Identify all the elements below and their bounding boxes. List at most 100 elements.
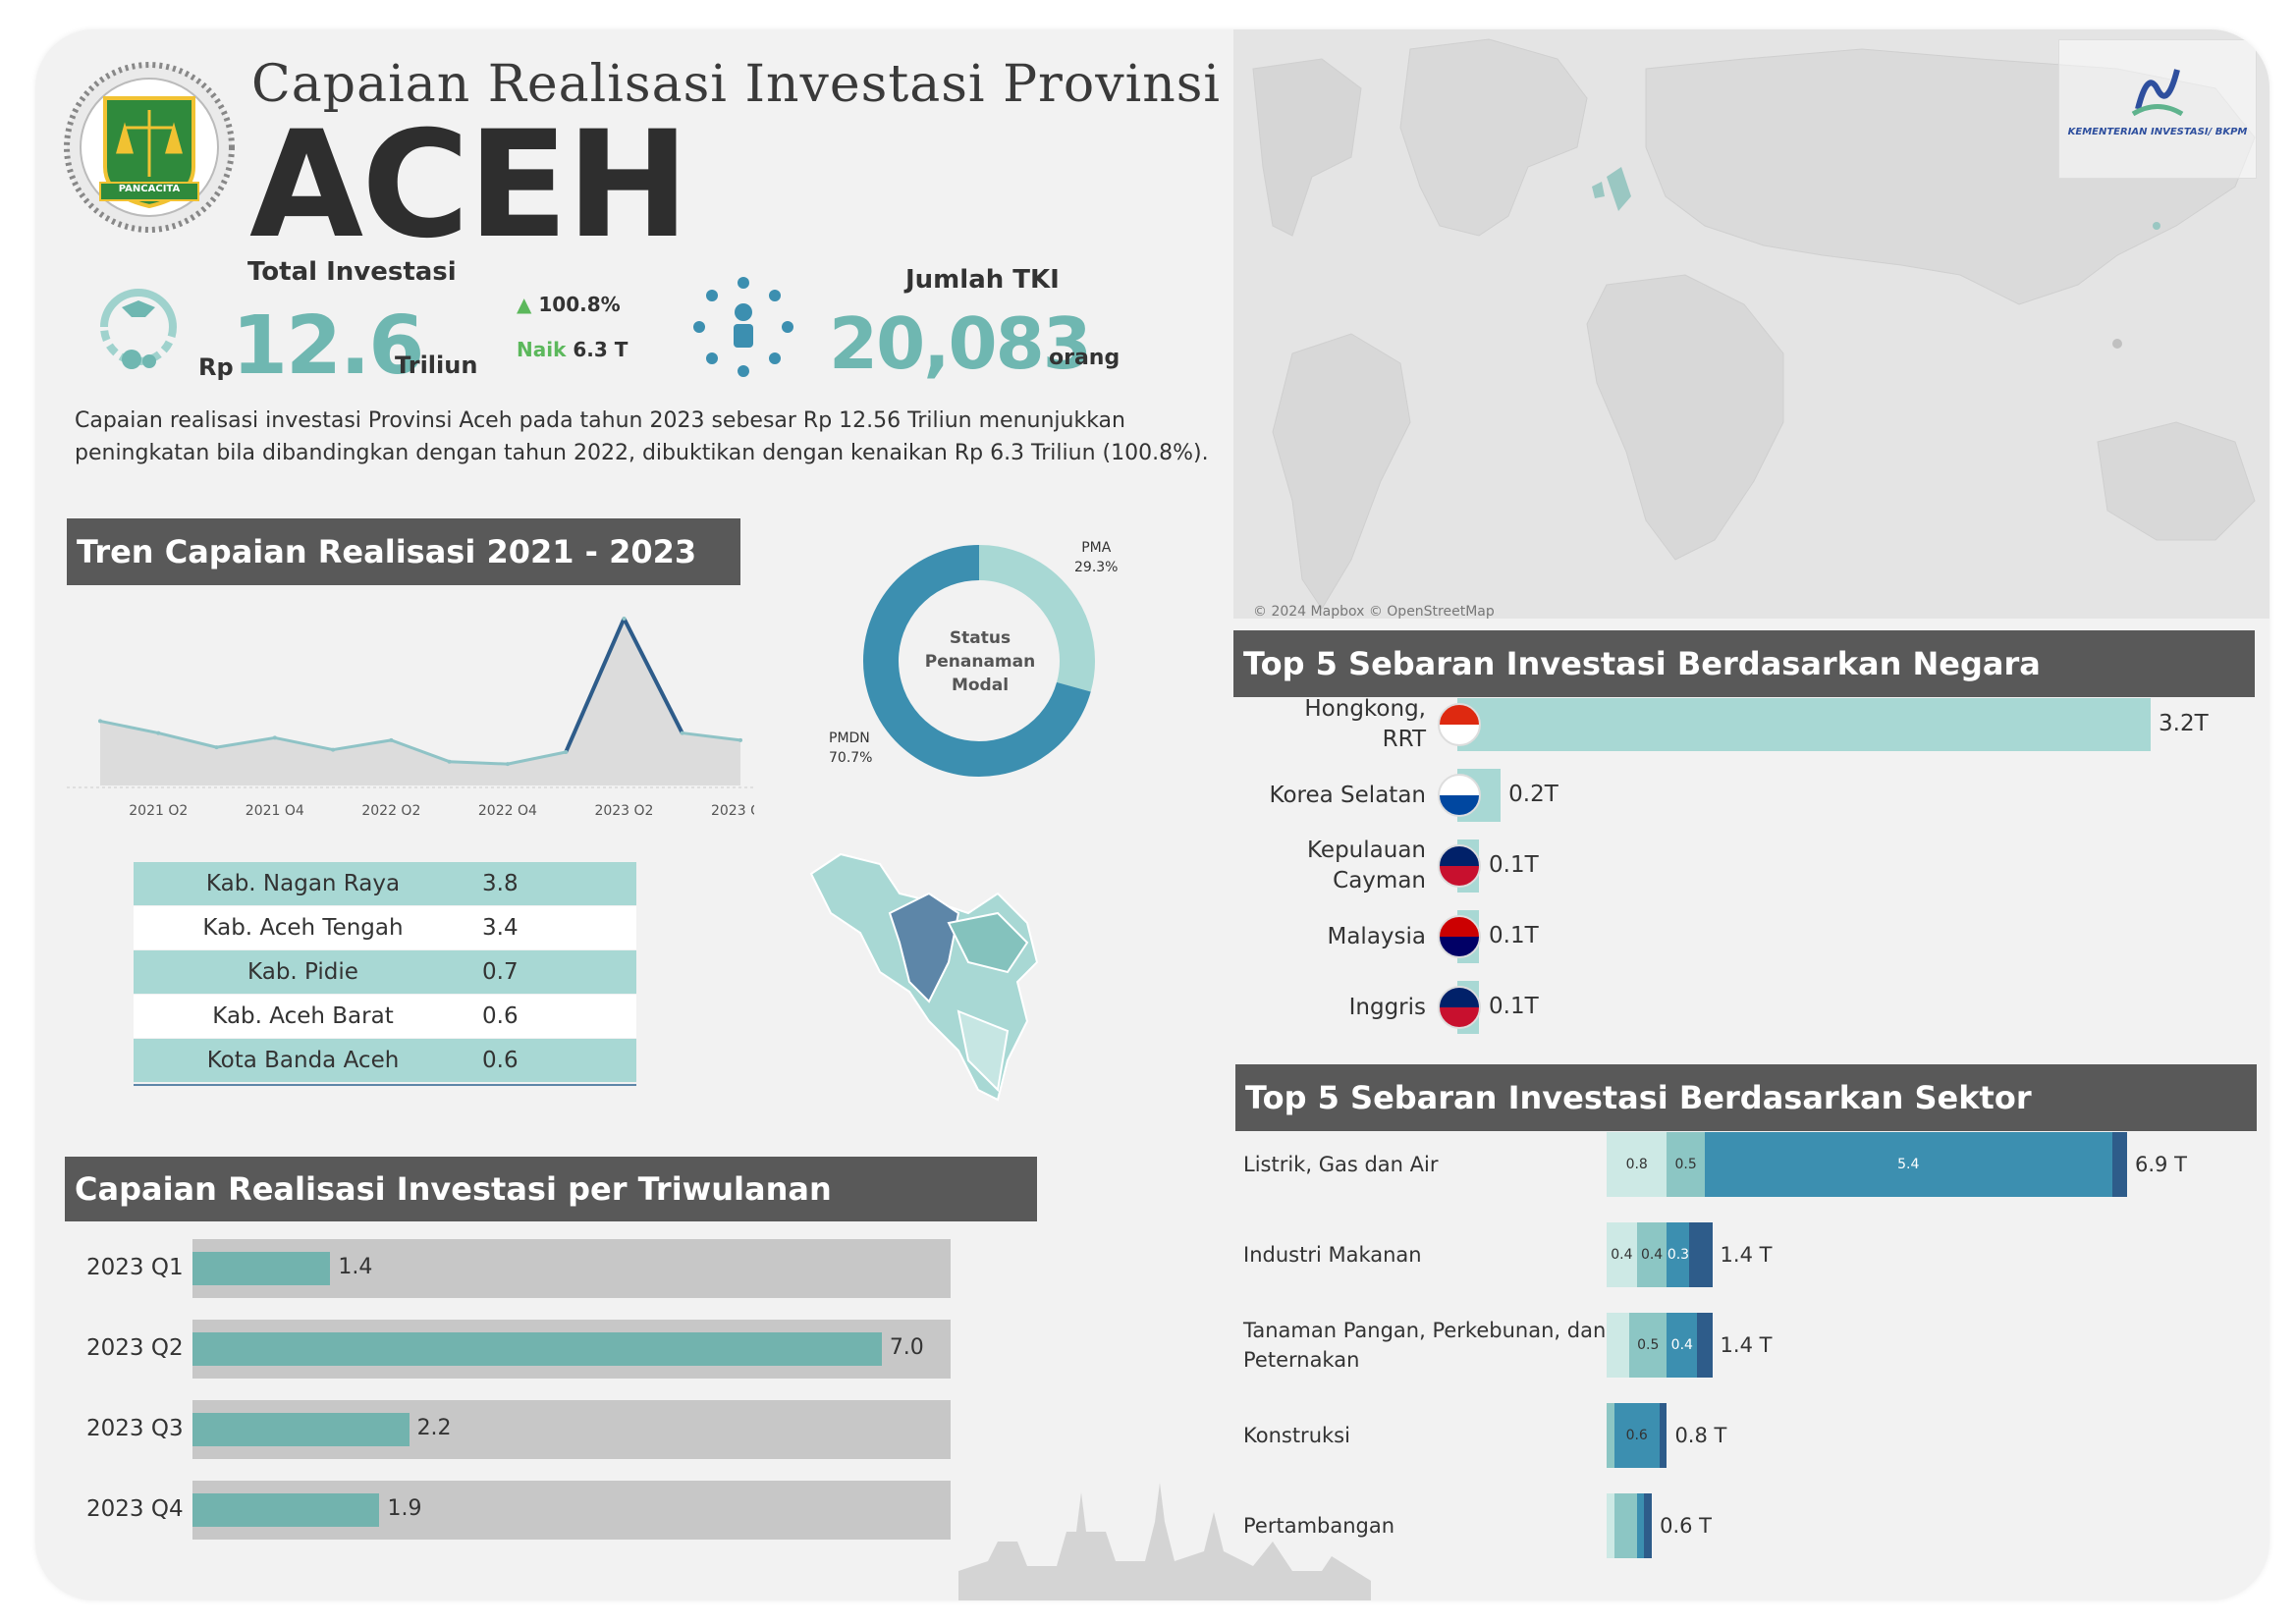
quarter-bar [192,1332,882,1366]
country-name-line: Malaysia [1327,923,1426,949]
sector-segment: 5.4 [1704,1132,2112,1197]
country-name: Korea Selatan [1230,781,1426,811]
quarter-value: 7.0 [889,1335,924,1360]
region-row: Kab. Nagan Raya 3.8 [134,862,636,905]
region-name: Kota Banda Aceh [206,1048,400,1073]
trend-line-segment [216,735,276,749]
region-value: 3.8 [482,871,519,896]
sector-segment [1607,1493,1614,1558]
trend-point [622,617,627,621]
trend-line-segment [564,618,627,753]
sector-total: 0.8 T [1674,1424,1727,1447]
country-value: 0.1T [1489,923,1539,948]
sector-name: Tanaman Pangan, Perkebunan, dan Peternaka… [1243,1316,1606,1375]
sector-segment: 0.4 [1667,1313,1698,1378]
sector-segment: 0.8 [1607,1132,1667,1197]
sector-segment: 0.5 [1667,1132,1705,1197]
korea-flag-icon [1438,774,1481,817]
country-section-title: Top 5 Sebaran Investasi Berdasarkan Nega… [1233,630,2255,697]
sector-name: Industri Makanan [1243,1240,1422,1270]
trend-point [156,731,161,735]
trend-line-segment [622,618,684,734]
country-name-line: Inggris [1348,994,1426,1020]
sector-segment [2111,1132,2127,1197]
sector-segment: 0.4 [1636,1222,1667,1287]
description: Capaian realisasi investasi Provinsi Ace… [75,405,1209,469]
pma-label: PMA 29.3% [1074,538,1118,577]
trend-line-segment [390,738,451,764]
country-bar [1457,698,2151,751]
ministry-logo: KEMENTERIAN INVESTASI/ BKPM [2058,39,2257,179]
total-unit: Triliun [395,352,478,379]
country-name-line: Korea Selatan [1269,782,1426,808]
trend-area-chart[interactable]: 2021 Q2 2021 Q4 2022 Q2 2022 Q4 2023 Q2 2023 … [67,589,754,815]
cayman-flag-icon [1438,844,1481,888]
country-value: 0.2T [1508,782,1558,807]
sector-segment [1613,1493,1637,1558]
quarter-value: 1.9 [387,1496,422,1521]
trend-line-segment [157,731,217,749]
region-row: Kota Banda Aceh 0.6 [134,1039,636,1082]
ministry-logo-icon [2131,69,2184,117]
country-value: 3.2T [2159,711,2209,736]
trend-point [447,759,452,764]
ministry-logo-text: KEMENTERIAN INVESTASI/ BKPM [2059,127,2256,137]
country-name: Kepulauan Cayman [1230,836,1426,896]
sector-total: 0.6 T [1660,1514,1712,1538]
growth-abs-text: 6.3 T [573,338,629,361]
growth-absolute: Naik 6.3 T [517,338,628,361]
donut-center-line-1: Status [949,628,1011,648]
province-name: ACEH [249,100,689,271]
country-name-line: Cayman [1333,868,1426,893]
region-name: Kab. Aceh Tengah [202,915,404,941]
total-investasi-value: 12.6 [232,299,424,393]
country-name-line: Kepulauan [1307,838,1426,863]
quarter-label: 2023 Q2 [86,1335,184,1361]
growth-up-icon: ▲ [517,293,532,316]
aceh-map[interactable] [801,835,1096,1129]
trend-line-segment [332,738,392,752]
ministry-logo-label: KEMENTERIAN INVESTASI/ BKPM [2067,127,2248,137]
page-title: Capaian Realisasi Investasi Provinsi [251,55,1222,114]
tki-value: 20,083 [829,302,1092,385]
quarter-label: 2023 Q1 [86,1255,184,1280]
trend-area [100,619,740,785]
country-name: Hongkong, RRT [1230,694,1426,755]
quarter-value: 2.2 [416,1416,452,1440]
donut-center-line-2: Penanaman Modal [924,652,1036,695]
trend-point [680,731,684,735]
quarter-bar [192,1252,331,1285]
pma-pct-text: 29.3% [1074,560,1119,575]
trend-point [331,747,336,752]
region-row: Kab. Aceh Barat 0.6 [134,995,636,1038]
trend-point [98,719,102,724]
region-value: 3.4 [482,915,519,941]
quarter-bar [192,1493,380,1527]
country-name: Inggris [1230,993,1426,1023]
sector-segment [1644,1493,1653,1558]
region-row: Kab. Pidie 0.7 [134,950,636,994]
sector-segment: 0.5 [1629,1313,1667,1378]
sector-name: Pertambangan [1243,1511,1394,1541]
region-name: Kab. Nagan Raya [205,871,401,896]
total-rp: Rp [198,353,234,381]
trend-x-tick: 2022 Q4 [478,803,537,815]
pmdn-pct-text: 70.7% [829,750,873,766]
country-value: 0.1T [1489,852,1539,878]
sector-segment [1607,1403,1614,1468]
region-name: Kab. Pidie [247,959,358,985]
pmdn-label-text: PMDN [829,731,870,746]
quarter-bar [192,1413,410,1446]
region-value: 0.6 [482,1003,519,1029]
sector-section-title: Top 5 Sebaran Investasi Berdasarkan Sekt… [1235,1064,2257,1131]
sector-segment [1607,1313,1630,1378]
growth-percent: ▲ 100.8% [517,293,621,316]
sector-segment: 0.3 [1667,1222,1690,1287]
hongkong-flag-icon [1438,703,1481,746]
trend-x-tick: 2021 Q4 [246,803,304,815]
region-value: 0.6 [482,1048,519,1073]
region-table-underline [134,1084,636,1086]
status-donut-chart[interactable] [856,538,1102,784]
sector-name-line: Tanaman Pangan, Perkebunan, dan [1243,1319,1607,1342]
sector-name-line: Peternakan [1243,1348,1360,1372]
